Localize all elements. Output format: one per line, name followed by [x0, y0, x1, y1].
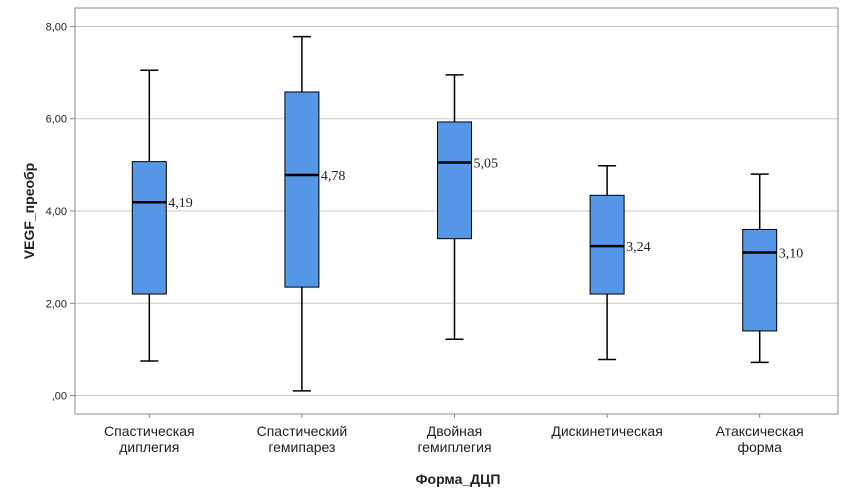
median-label-4: 3,24 [626, 240, 651, 255]
x-tick-label-line-2-2: гемипарез [268, 439, 335, 455]
median-label-5: 3,10 [779, 247, 804, 262]
x-tick-label-line-4-1: Дискинетическая [551, 423, 662, 439]
x-tick-label-line-5-1: Атаксическая [716, 423, 804, 439]
x-tick-label-line-2-1: Спастический [257, 423, 348, 439]
x-tick-label-1: Спастическая диплегия [104, 423, 195, 455]
x-tick-label-line-1-2: диплегия [119, 439, 179, 455]
median-label-2: 4,78 [321, 169, 346, 184]
y-tick-label-0: ,00 [52, 391, 67, 403]
x-tick-label-line-3-2: гемиплегия [417, 439, 491, 455]
box-group-2: 4,78 [284, 35, 346, 392]
x-tick-label-5: Атаксическая форма [716, 423, 804, 455]
y-tick-label-2: 4,00 [46, 206, 67, 218]
y-tick-labels: ,00 2,00 4,00 6,00 8,00 [46, 21, 75, 403]
x-axis-title: Форма_ДЦП [416, 471, 501, 487]
box-group-4: 3,24 [589, 165, 651, 361]
box-group-1: 4,19 [131, 69, 193, 362]
box-3 [437, 121, 472, 240]
median-label-1: 4,19 [168, 196, 193, 211]
median-label-3: 5,05 [474, 157, 499, 172]
x-tick-label-line-5-2: форма [737, 439, 782, 455]
box-group-5: 3,10 [742, 173, 804, 364]
box-group-3: 5,05 [437, 74, 499, 341]
x-tick-label-3: Двойная гемиплегия [417, 423, 491, 455]
x-tick-label-2: Спастический гемипарез [257, 423, 348, 455]
x-tick-label-line-3-1: Двойная [427, 423, 482, 439]
y-tick-label-3: 6,00 [46, 114, 67, 126]
boxes: 4,19 4,78 5,05 3,24 3,10 [131, 35, 804, 392]
box-2 [284, 91, 320, 288]
box-5 [742, 228, 778, 332]
y-tick-label-1: 2,00 [46, 298, 67, 310]
y-axis-title: VEGF_преобр [21, 163, 37, 259]
x-tick-labels: Спастическая диплегия Спастический гемипаре… [104, 414, 804, 455]
box-4 [589, 194, 625, 295]
box-1 [131, 161, 167, 295]
x-tick-label-4: Дискинетическая [551, 423, 662, 439]
y-tick-label-4: 8,00 [46, 21, 67, 33]
x-tick-label-line-1-1: Спастическая [104, 423, 195, 439]
